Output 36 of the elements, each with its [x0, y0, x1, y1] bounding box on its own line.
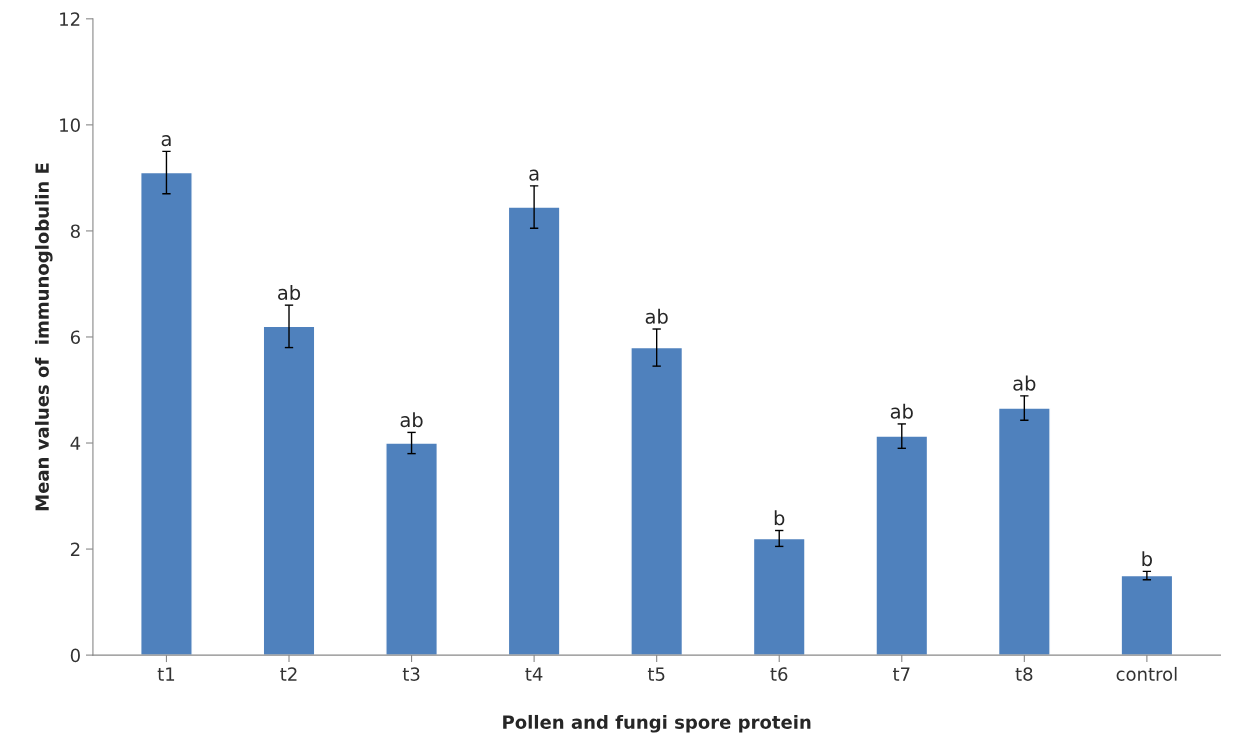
- bar: [997, 407, 1051, 656]
- y-tick-label: 8: [70, 224, 80, 239]
- bar: [507, 206, 561, 656]
- annotation: ab: [278, 284, 301, 300]
- y-tick-label: 2: [70, 542, 80, 556]
- annotation: ab: [645, 308, 668, 324]
- bar: [752, 537, 806, 656]
- bar: [385, 442, 438, 656]
- annotation: ab: [1013, 375, 1036, 391]
- y-tick-label: 6: [70, 330, 80, 345]
- y-axis-title: Mean values of immunoglobulin E: [34, 163, 53, 511]
- x-tick-label: t3: [402, 667, 420, 681]
- x-tick-label: t1: [157, 667, 175, 681]
- x-tick-label: t4: [525, 667, 543, 681]
- x-tick-label: control: [1116, 666, 1177, 681]
- annotation: a: [161, 135, 171, 147]
- annotation: b: [1142, 551, 1152, 567]
- x-tick-label: t7: [892, 667, 910, 681]
- bar: [262, 325, 316, 656]
- bar: [1120, 574, 1174, 656]
- y-tick-label: 10: [60, 118, 80, 132]
- bar: [140, 171, 193, 656]
- y-tick-label: 0: [70, 648, 80, 663]
- x-tick-label: t2: [280, 667, 297, 681]
- bar: [630, 346, 684, 656]
- y-tick-label: 4: [70, 436, 81, 450]
- x-tick-label: t5: [647, 667, 665, 681]
- annotation: ab: [890, 403, 913, 419]
- annotation: ab: [400, 412, 423, 428]
- x-axis-title: Pollen and fungi spore protein: [503, 714, 811, 733]
- annotation: b: [774, 510, 785, 526]
- bar: [875, 435, 929, 656]
- annotation: a: [529, 169, 539, 181]
- x-tick-label: t6: [770, 667, 788, 681]
- x-tick-label: t8: [1015, 667, 1033, 681]
- y-tick-label: 12: [60, 12, 80, 26]
